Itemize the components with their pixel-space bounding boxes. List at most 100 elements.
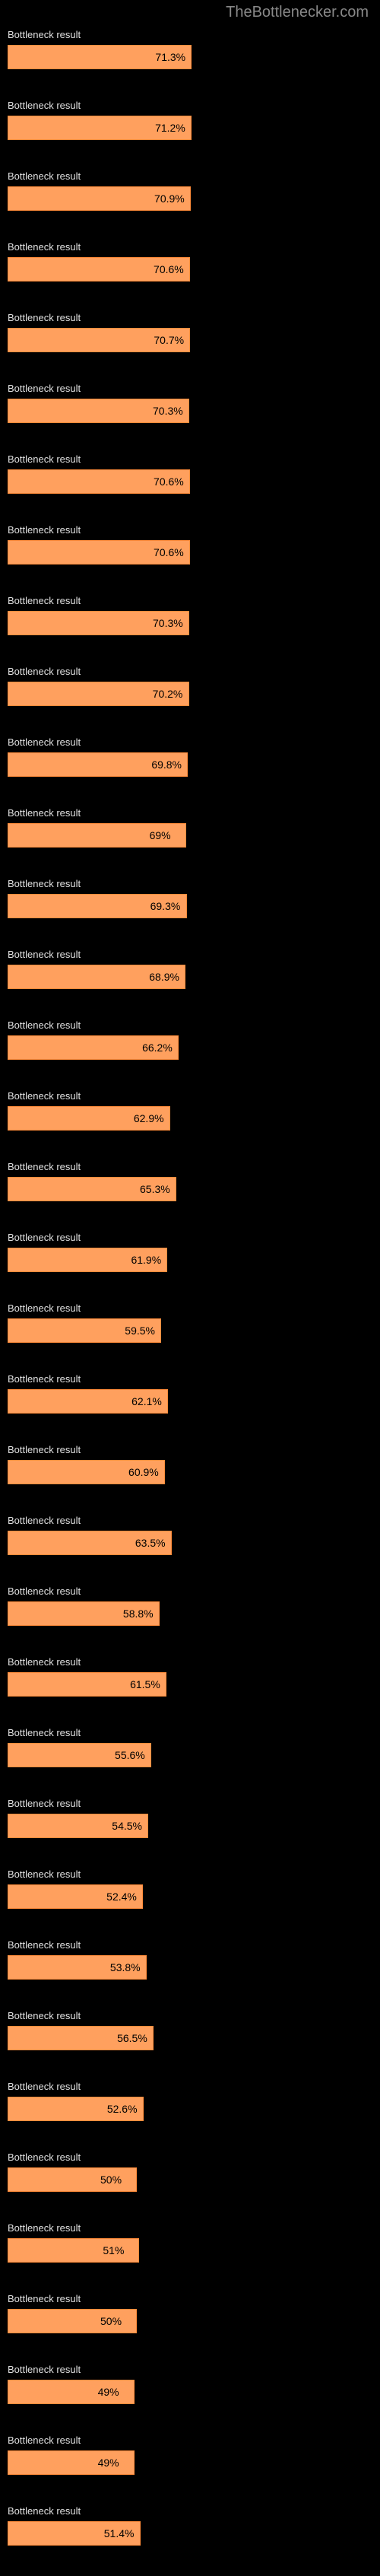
bar-area: 52.4% <box>8 1884 369 1909</box>
bar-label: Bottleneck result <box>8 524 369 536</box>
bar-label: Bottleneck result <box>8 1373 369 1385</box>
bar-value: 70.3% <box>153 617 183 629</box>
bar-label: Bottleneck result <box>8 736 369 748</box>
bar-row: Bottleneck result59.5% <box>8 1302 369 1343</box>
bar-row: Bottleneck result 68.9% <box>8 949 369 989</box>
bar-value: 69% <box>150 829 171 841</box>
bar-area: 51.4% <box>8 2521 369 2546</box>
bar-row: Bottleneck result 51.4% <box>8 2505 369 2546</box>
bar-area: 60.9% <box>8 1460 369 1484</box>
bar-area: 56.5% <box>8 2026 369 2050</box>
bar-value: 55.6% <box>115 1749 145 1761</box>
bar-value: 50% <box>100 2174 122 2186</box>
bar-value: 49% <box>98 2457 119 2469</box>
bar-value: 70.6% <box>154 546 184 558</box>
bar-label: Bottleneck result <box>8 2293 369 2304</box>
bar-value: 53.8% <box>110 1961 141 1973</box>
bar-value: 68.9% <box>149 971 179 983</box>
bar-area: 55.6% <box>8 1743 369 1767</box>
bar-row: Bottleneck result 71.3% <box>8 29 369 69</box>
bar-area: 53.8% <box>8 1955 369 1980</box>
bar-value: 58.8% <box>123 1608 154 1620</box>
bar-label: Bottleneck result <box>8 1939 369 1951</box>
bar-row: Bottleneck result 49% <box>8 2434 369 2475</box>
bar-area: 61.5% <box>8 1672 369 1697</box>
bar-area: 69.8% <box>8 752 369 777</box>
bar-label: Bottleneck result <box>8 1232 369 1243</box>
bar-value: 60.9% <box>128 1466 159 1478</box>
bottleneck-chart: Bottleneck result71.3%Bottleneck result7… <box>0 29 380 2546</box>
bar-area: 69% <box>8 823 369 848</box>
bar-label: Bottleneck result <box>8 666 369 677</box>
bar-label: Bottleneck result <box>8 1161 369 1172</box>
bar-area: 52.6% <box>8 2097 369 2121</box>
bar-area: 69.3% <box>8 894 369 918</box>
bar-row: Bottleneck result 61.9% <box>8 1232 369 1272</box>
bar-value: 50% <box>100 2315 122 2327</box>
bar-area: 70.6% <box>8 540 369 564</box>
bar-row: Bottleneck result70.9% <box>8 170 369 211</box>
bar-row: Bottleneck result62.9% <box>8 1090 369 1131</box>
bar-value: 70.6% <box>154 263 184 275</box>
header: TheBottlenecker.com <box>0 0 380 29</box>
bar-area: 63.5% <box>8 1531 369 1555</box>
bar-area: 62.1% <box>8 1389 369 1414</box>
bar-label: Bottleneck result <box>8 2505 369 2517</box>
bar-value: 65.3% <box>140 1183 170 1195</box>
bar-value: 69.3% <box>150 900 181 912</box>
bar-row: Bottleneck result 69% <box>8 807 369 848</box>
bar-label: Bottleneck result <box>8 949 369 960</box>
bar-row: Bottleneck result 50% <box>8 2151 369 2192</box>
bar-area: 58.8% <box>8 1601 369 1626</box>
bar-row: Bottleneck result 70.6% <box>8 524 369 564</box>
bar-label: Bottleneck result <box>8 29 369 40</box>
bar-label: Bottleneck result <box>8 1019 369 1031</box>
bar-label: Bottleneck result <box>8 1868 369 1880</box>
bar-value: 62.1% <box>131 1395 162 1407</box>
bar-value: 70.6% <box>154 475 184 488</box>
bar-row: Bottleneck result 56.5% <box>8 2010 369 2050</box>
bar-row: Bottleneck result 63.5% <box>8 1515 369 1555</box>
bar-area: 51% <box>8 2238 369 2263</box>
bar-area: 50% <box>8 2309 369 2333</box>
bar-row: Bottleneck result 50% <box>8 2293 369 2333</box>
bar-label: Bottleneck result <box>8 2434 369 2446</box>
bar-row: Bottleneck result 69.3% <box>8 878 369 918</box>
bar-value: 54.5% <box>112 1820 142 1832</box>
bar-label: Bottleneck result <box>8 2151 369 2163</box>
bar-value: 59.5% <box>125 1325 155 1337</box>
bar-label: Bottleneck result <box>8 241 369 253</box>
bar-area: 70.2% <box>8 682 369 706</box>
bar-label: Bottleneck result <box>8 1727 369 1738</box>
bar-label: Bottleneck result <box>8 1585 369 1597</box>
bar-label: Bottleneck result <box>8 1444 369 1455</box>
bar-area: 66.2% <box>8 1035 369 1060</box>
bar-label: Bottleneck result <box>8 312 369 323</box>
bar-row: Bottleneck result54.5% <box>8 1798 369 1838</box>
bar-label: Bottleneck result <box>8 878 369 889</box>
site-link[interactable]: TheBottlenecker.com <box>226 4 369 21</box>
bar-row: Bottleneck result 58.8% <box>8 1585 369 1626</box>
bar-area: 71.3% <box>8 45 369 69</box>
bar-value: 63.5% <box>135 1537 166 1549</box>
bar-area: 70.3% <box>8 611 369 635</box>
bar-row: Bottleneck result70.3% <box>8 595 369 635</box>
bar-area: 70.9% <box>8 186 369 211</box>
bar-row: Bottleneck result 52.4% <box>8 1868 369 1909</box>
bar-area: 49% <box>8 2450 369 2475</box>
bar-label: Bottleneck result <box>8 807 369 819</box>
bar-area: 61.9% <box>8 1248 369 1272</box>
bar-row: Bottleneck result71.2% <box>8 100 369 140</box>
bar-label: Bottleneck result <box>8 1515 369 1526</box>
bar-area: 70.6% <box>8 257 369 281</box>
bar-value: 51% <box>103 2244 124 2256</box>
bar-label: Bottleneck result <box>8 2010 369 2021</box>
bar-row: Bottleneck result70.6% <box>8 453 369 494</box>
bar-row: Bottleneck result70.7% <box>8 312 369 352</box>
bar-area: 62.9% <box>8 1106 369 1131</box>
bar-row: Bottleneck result51% <box>8 2222 369 2263</box>
bar-value: 61.9% <box>131 1254 161 1266</box>
bar-row: Bottleneck result 66.2% <box>8 1019 369 1060</box>
bar-row: Bottleneck result 55.6% <box>8 1727 369 1767</box>
bar-row: Bottleneck result70.3% <box>8 383 369 423</box>
